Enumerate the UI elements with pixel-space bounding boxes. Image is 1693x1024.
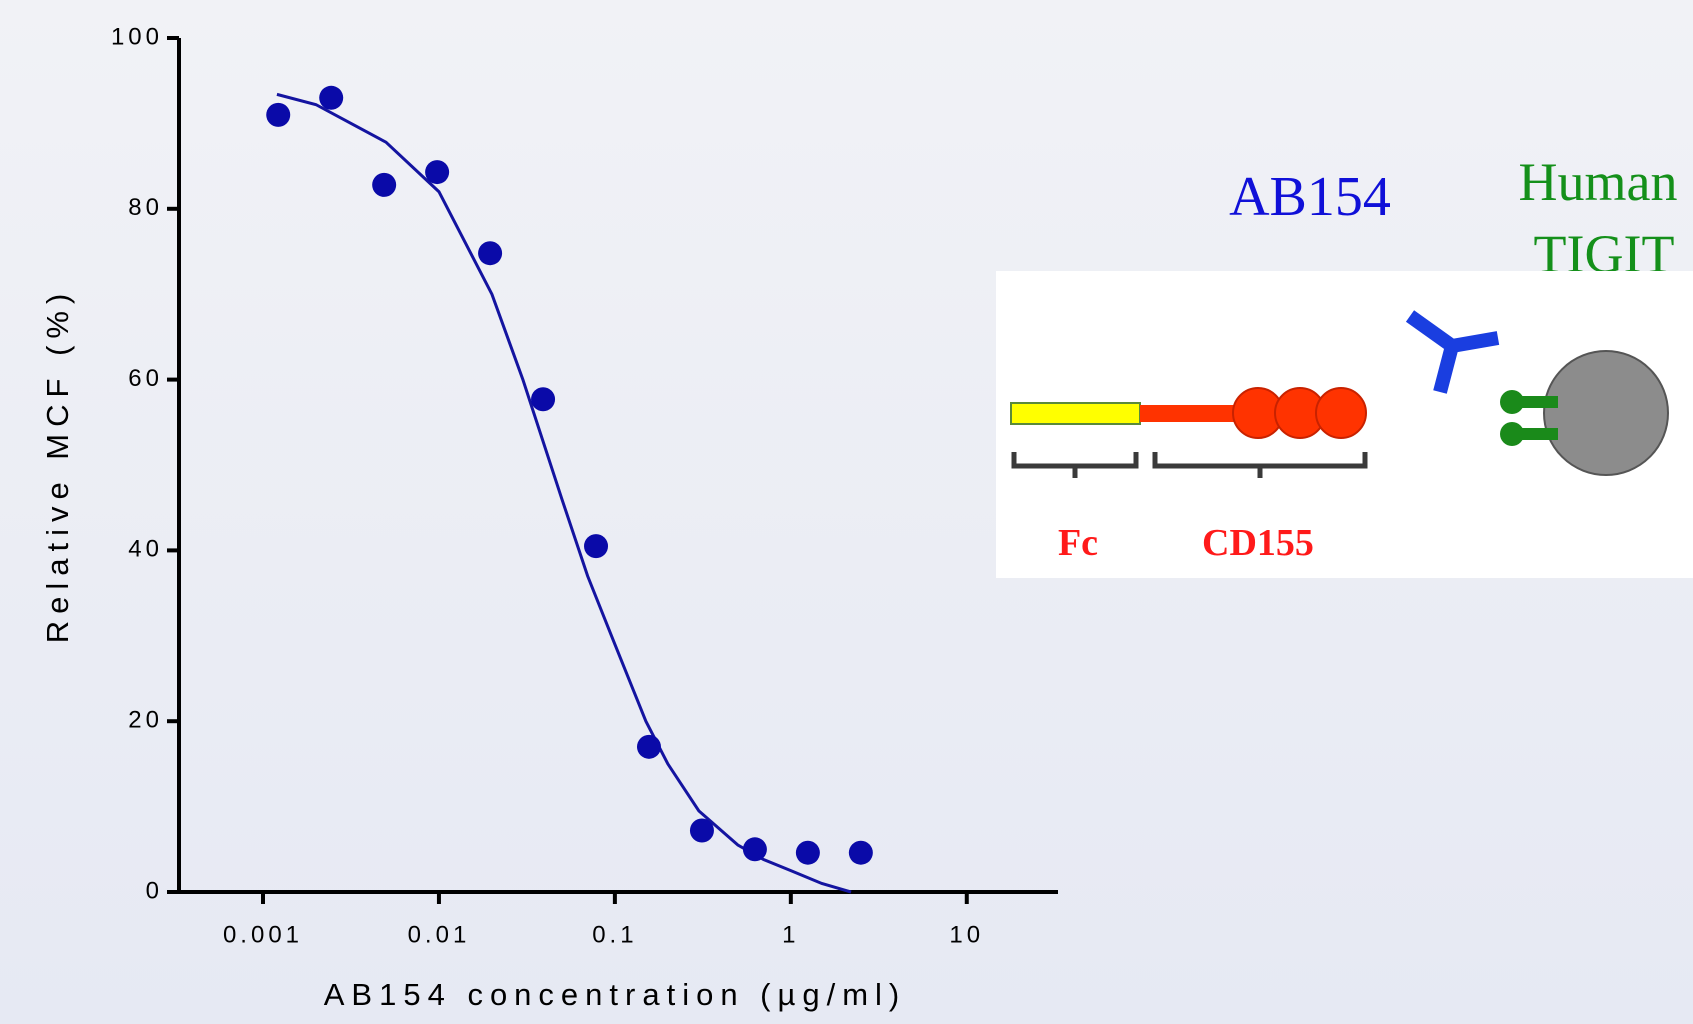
cell xyxy=(1543,350,1669,476)
cd155-brace xyxy=(1152,452,1368,478)
data-point xyxy=(795,840,820,865)
cd155-domain xyxy=(1315,387,1367,439)
y-axis-label: Relative MCF (%) xyxy=(40,287,75,644)
diagram: AB154 Human TIGIT Fc CD155 xyxy=(996,152,1693,578)
data-point xyxy=(478,241,503,266)
fc-domain xyxy=(1010,402,1141,425)
fc-label: Fc xyxy=(1058,522,1098,564)
x-tick-label: 0.01 xyxy=(408,921,471,948)
cd155-stalk xyxy=(1140,405,1250,422)
y-tick-label: 40 xyxy=(128,536,163,563)
y-tick-label: 100 xyxy=(111,23,163,50)
x-tick-label: 0.001 xyxy=(223,921,303,948)
data-point xyxy=(425,160,450,185)
tigit-receptor xyxy=(1500,422,1524,446)
data-point xyxy=(742,837,767,862)
chart: AB154 concentration (µg/ml) Relative MCF… xyxy=(40,23,1058,1012)
target-label: Human xyxy=(1519,152,1678,212)
y-tick-label: 60 xyxy=(128,365,163,392)
data-point xyxy=(848,840,873,865)
fit-curve xyxy=(276,92,852,894)
data-point xyxy=(372,172,397,197)
data-point xyxy=(266,102,291,127)
data-point xyxy=(531,387,556,412)
tigit-receptor xyxy=(1522,428,1558,440)
tigit-receptor xyxy=(1500,390,1524,414)
y-tick-label: 0 xyxy=(146,877,163,904)
x-tick-label: 10 xyxy=(949,921,984,948)
antibody-icon xyxy=(1405,310,1500,394)
data-point xyxy=(689,818,714,843)
x-axis-label: AB154 concentration (µg/ml) xyxy=(324,977,907,1012)
y-tick-label: 20 xyxy=(128,707,163,734)
data-point xyxy=(584,534,609,559)
data-point xyxy=(319,85,344,110)
fc-brace xyxy=(1011,452,1139,478)
cd155-label: CD155 xyxy=(1202,522,1314,564)
x-tick-label: 0.1 xyxy=(592,921,637,948)
antibody-label: AB154 xyxy=(1229,166,1391,228)
data-point xyxy=(636,734,661,759)
x-tick-label: 1 xyxy=(782,921,799,948)
y-tick-label: 80 xyxy=(128,194,163,221)
tigit-receptor xyxy=(1522,396,1558,408)
